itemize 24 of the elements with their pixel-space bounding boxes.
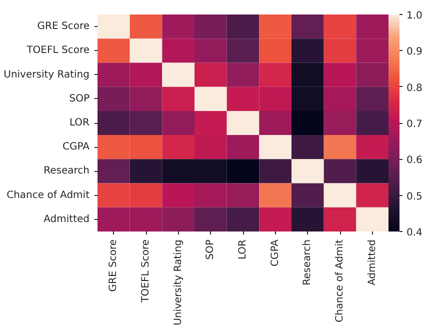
y-tick-label: Research [44,166,90,177]
x-tick-label: Research [302,239,314,286]
color-bar-label: 0.4 [406,228,422,238]
y-tick-label: GRE Score [37,21,90,32]
color-bar-label: 0.9 [406,46,422,58]
y-tick-label: Admitted [44,214,90,225]
y-tick-label: Chance of Admit [6,190,90,201]
x-tick-label: LOR [238,239,248,260]
color-bar-label: 0.7 [406,119,422,130]
color-bar-label: 0.6 [406,155,422,166]
x-tick-label: CGPA [270,239,281,266]
y-tick-label: TOEFL Score [26,45,90,56]
color-bar-label: 1.0 [406,10,422,22]
x-tick-label: SOP [205,240,216,260]
x-tick-label: Admitted [366,240,378,286]
y-tick-label: University Rating [4,69,90,80]
x-tick-label: University Rating [172,239,184,326]
y-tick-label: SOP [69,93,90,104]
y-tick-label: LOR [69,118,90,128]
y-tick-label: CGPA [62,142,90,153]
x-tick-label: Chance of Admit [334,239,346,322]
color-bar-label: 0.8 [406,82,422,94]
color-bar-label: 0.5 [406,191,422,202]
x-tick-label: TOEFL Score [140,239,152,304]
